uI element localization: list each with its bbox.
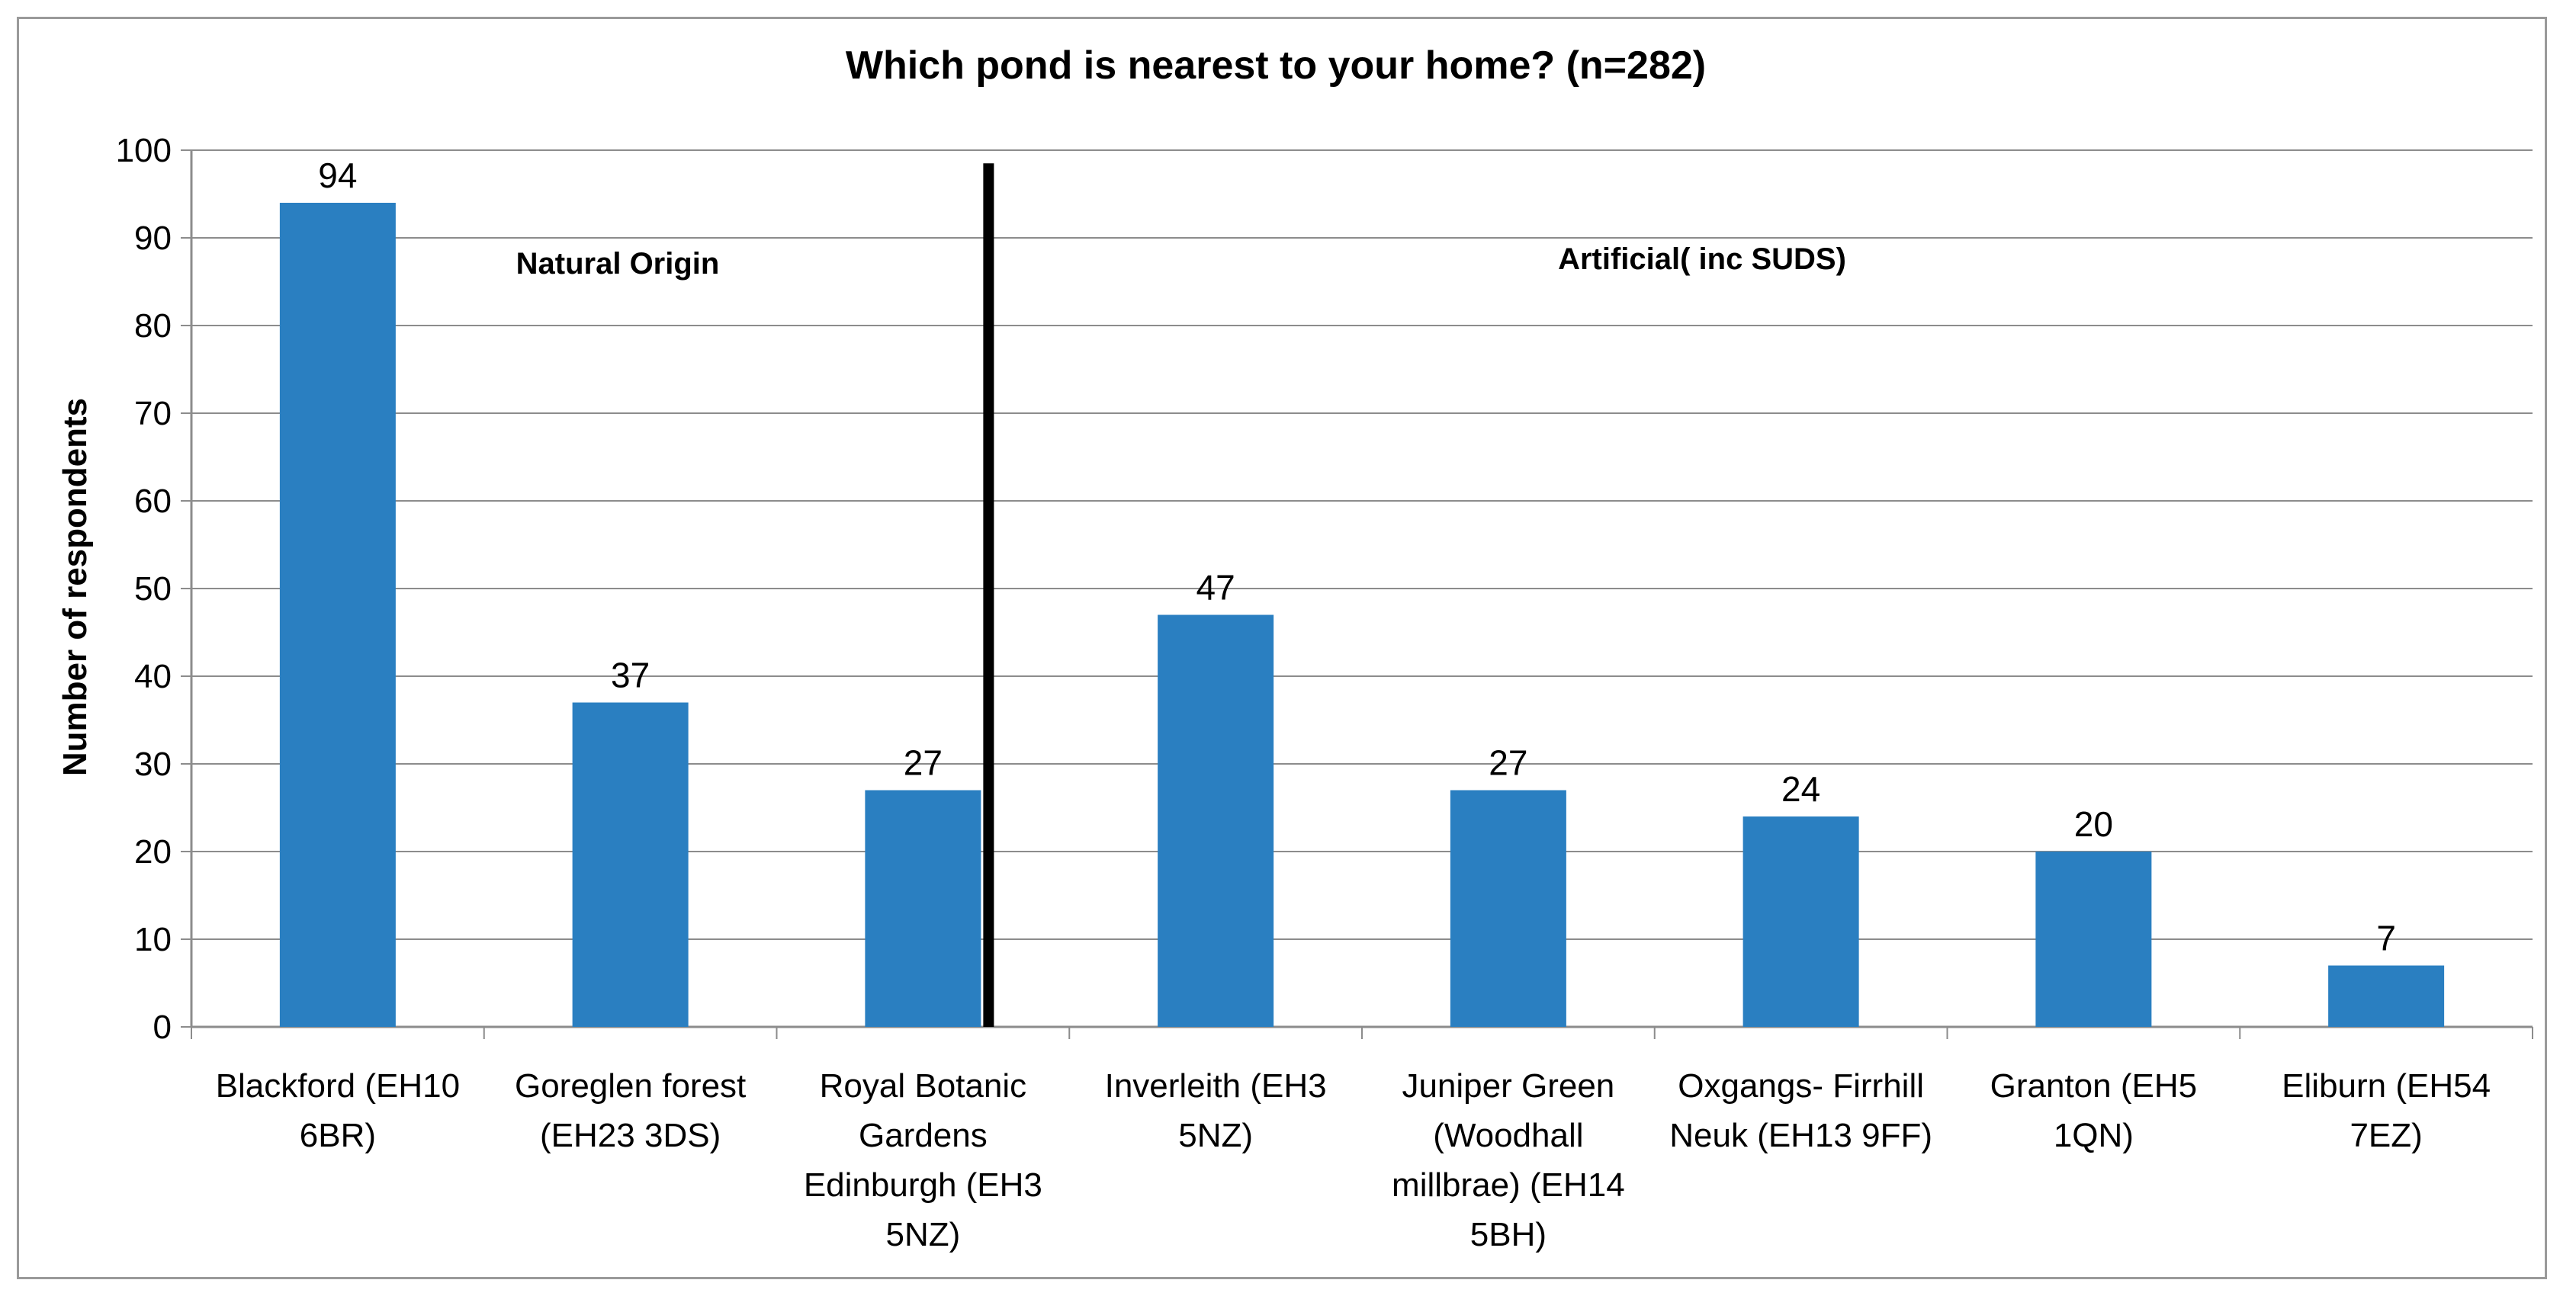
data-label: 7 [2376, 919, 2396, 958]
y-tick-label: 50 [134, 570, 172, 608]
data-label: 24 [1781, 769, 1820, 809]
y-tick-label: 0 [153, 1009, 172, 1046]
y-tick-label: 30 [134, 746, 172, 783]
x-tick-label: Inverleith (EH3 5NZ) [1105, 1067, 1327, 1154]
annotation-artificial: Artificial( inc SUDS) [1558, 242, 1846, 276]
data-label: 20 [2074, 804, 2113, 844]
x-tick-label: Eliburn (EH54 7EZ) [2282, 1067, 2491, 1154]
y-tick-label: 90 [134, 220, 172, 257]
x-tick-label: Granton (EH5 1QN) [1990, 1067, 2197, 1154]
bar [279, 203, 396, 1027]
chart-frame: Which pond is nearest to your home? (n=2… [17, 17, 2547, 1279]
data-label: 94 [318, 156, 357, 195]
y-tick-label: 70 [134, 395, 172, 432]
axes [181, 149, 2533, 1039]
y-tick-label: 80 [134, 307, 172, 345]
bars [279, 203, 2445, 1027]
bar-chart: Which pond is nearest to your home? (n=2… [56, 43, 2533, 1253]
data-labels: 94 37 27 47 27 24 20 7 [318, 156, 2396, 958]
bar [1450, 790, 1566, 1027]
bar [865, 790, 981, 1027]
chart-title: Which pond is nearest to your home? (n=2… [846, 43, 1706, 88]
y-tick-label: 100 [116, 132, 172, 169]
x-tick-label: Blackford (EH10 6BR) [216, 1067, 460, 1154]
y-tick-labels: 0 10 20 30 40 50 60 70 80 90 100 [116, 132, 172, 1046]
y-tick-label: 40 [134, 658, 172, 695]
data-label: 27 [904, 743, 943, 783]
x-tick-label: Goreglen forest (EH23 3DS) [515, 1067, 746, 1154]
bar [572, 702, 689, 1027]
x-tick-labels: Blackford (EH10 6BR) Goreglen forest (EH23 … [216, 1067, 2491, 1253]
y-tick-label: 10 [134, 921, 172, 958]
bar [1742, 816, 1859, 1027]
bar [1158, 614, 1274, 1027]
x-tick-label: Royal Botanic Gardens Edinburgh (EH3 5NZ) [804, 1067, 1042, 1253]
bar [2035, 852, 2152, 1027]
y-tick-label: 60 [134, 483, 172, 520]
data-label: 37 [611, 656, 650, 695]
bar [2328, 965, 2445, 1027]
y-tick-label: 20 [134, 833, 172, 871]
data-label: 27 [1489, 743, 1527, 783]
x-tick-label: Juniper Green (Woodhall millbrae) (EH14 5BH… [1392, 1067, 1625, 1253]
y-axis-label: Number of respondents [56, 398, 94, 776]
data-label: 47 [1196, 568, 1235, 608]
x-tick-label: Oxgangs- Firrhill Neuk (EH13 9FF) [1669, 1067, 1932, 1154]
annotation-natural-origin: Natural Origin [516, 247, 720, 281]
